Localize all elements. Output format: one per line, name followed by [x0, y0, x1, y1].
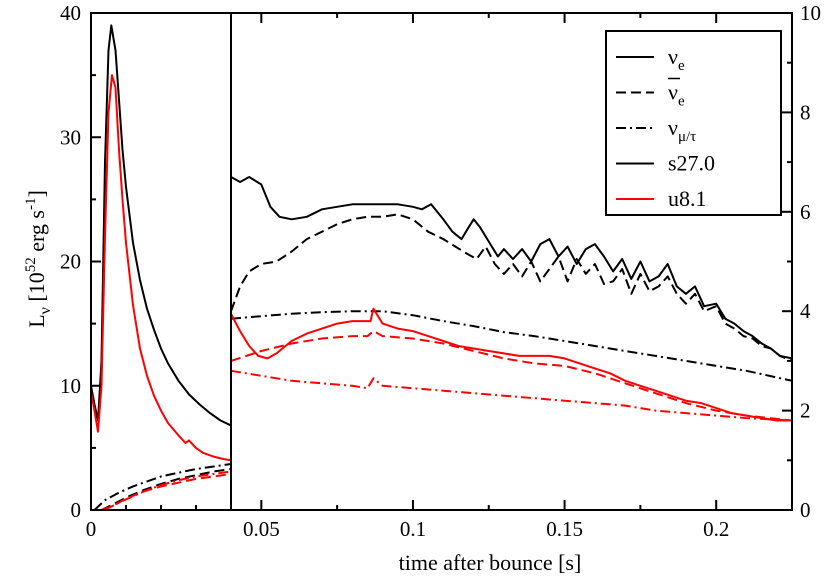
- y-axis-label-unit-mid: erg s: [24, 210, 49, 257]
- legend-label: s27.0: [668, 151, 715, 176]
- x-tick-label: 0.2: [703, 517, 729, 541]
- series-left-u8-1-nu-e: [91, 74, 231, 462]
- legend-label-main: ν: [668, 44, 678, 69]
- x-tick-label: 0: [86, 517, 97, 541]
- series-right-s27-0-nu-mu-tau: [231, 310, 792, 382]
- y-tick-label-right: 4: [800, 299, 811, 323]
- labels-layer: time after bounce [s] Lν [1052 erg s-1]: [23, 190, 581, 575]
- x-axis-label: time after bounce [s]: [399, 550, 582, 575]
- y-tick-label-left: 20: [60, 250, 81, 274]
- legend-label: νe: [668, 80, 685, 110]
- y-tick-label-left: 10: [60, 374, 81, 398]
- y-axis-label-sub: ν: [37, 307, 54, 314]
- series-left-s27-0-nu-mu-tau: [93, 463, 231, 510]
- y-tick-label-right: 2: [800, 399, 811, 423]
- legend-label: νe: [668, 44, 685, 74]
- series-left-s27-0-nu-e: [91, 24, 231, 427]
- y-axis-label-expm1: -1: [23, 198, 39, 211]
- x-tick-label: 0.1: [400, 517, 426, 541]
- panel-right-series: [231, 176, 792, 422]
- y-axis-label-exp52: 52: [23, 257, 39, 272]
- y-axis-label-unit-close: ]: [24, 190, 49, 197]
- y-axis-label-main: L: [24, 314, 49, 327]
- y-tick-label-left: 40: [60, 1, 81, 25]
- legend-label-sub: e: [678, 94, 685, 110]
- y-axis-label-unit-open: [10: [24, 272, 49, 307]
- series-right-u8-1-nu-e-bar: [231, 330, 792, 422]
- y-tick-label-right: 6: [800, 200, 811, 224]
- series-right-s27-0-nu-e-bar: [231, 213, 792, 362]
- legend-label-main: u8.1: [668, 186, 707, 211]
- legend-label-sub: μ/τ: [678, 129, 696, 145]
- y-axis-label: Lν [1052 erg s-1]: [23, 190, 54, 328]
- legend-label-main: s27.0: [668, 151, 715, 176]
- panel-left-series: [91, 24, 231, 510]
- legend-box: [605, 30, 782, 216]
- series-right-u8-1-nu-mu-tau: [231, 369, 792, 422]
- series-right-u8-1-nu-e: [231, 307, 792, 422]
- series-left-s27-0-nu-e-bar: [101, 468, 231, 510]
- series-left-u8-1-nu-e-bar: [101, 473, 231, 510]
- y-tick-label-left: 0: [71, 498, 82, 522]
- y-tick-label-left: 30: [60, 125, 81, 149]
- y-tick-label-right: 8: [800, 100, 811, 124]
- legend-label-main: ν: [668, 115, 678, 140]
- x-tick-label: 0.05: [243, 517, 280, 541]
- y-tick-label-right: 0: [800, 498, 811, 522]
- series-layer: [91, 24, 792, 510]
- series-left-u8-1-nu-mu-tau: [104, 470, 231, 510]
- legend-label-sub: e: [678, 58, 685, 74]
- x-tick-label: 0.15: [546, 517, 583, 541]
- legend-label-main: ν: [668, 80, 678, 105]
- legend-label: u8.1: [668, 186, 707, 211]
- y-tick-label-right: 10: [800, 1, 821, 25]
- legend-label: νμ/τ: [668, 115, 696, 145]
